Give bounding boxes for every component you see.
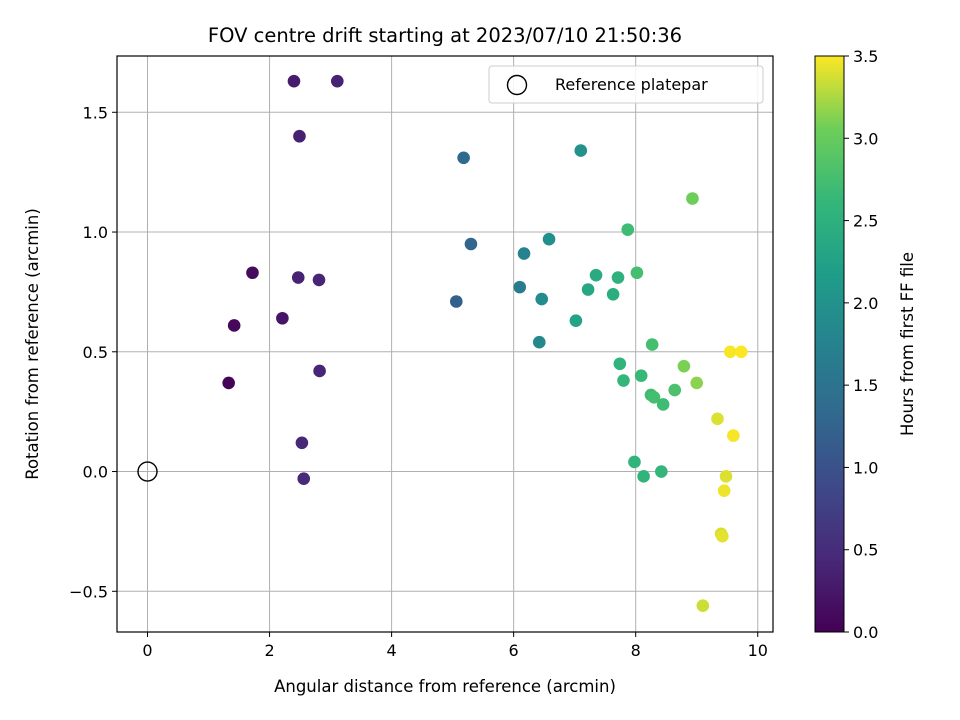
scatter-point [227, 319, 241, 332]
colorbar-ticks: 0.0 0.5 1.0 1.5 2.0 2.5 3.0 3.5 [844, 47, 878, 642]
scatter-point [645, 338, 659, 351]
scatter-point [696, 599, 710, 612]
scatter-point [628, 455, 641, 469]
x-tick-label: 0 [142, 641, 152, 660]
scatter-point [677, 359, 691, 373]
y-axis-label: Rotation from reference (arcmin) [23, 208, 42, 480]
scatter-point [668, 383, 682, 397]
reference-marker-layer [137, 461, 158, 482]
scatter-point [647, 390, 661, 404]
x-tick-label: 4 [387, 641, 397, 660]
scatter-point [464, 237, 478, 251]
scatter-point [312, 273, 326, 287]
scatter-point [611, 271, 625, 284]
colorbar: 0.0 0.5 1.0 1.5 2.0 2.5 3.0 3.5 Hours from firs… [814, 47, 917, 642]
y-tick-label: −0.5 [69, 582, 108, 601]
scatter-point [542, 232, 556, 246]
scatter-point [457, 151, 470, 165]
scatter-point [734, 345, 748, 359]
x-axis-label: Angular distance from reference (arcmin) [274, 677, 616, 696]
scatter-point [297, 472, 311, 486]
x-tick-label: 10 [748, 641, 768, 660]
scatter-point [449, 295, 463, 308]
chart-title: FOV centre drift starting at 2023/07/10 … [208, 24, 682, 47]
scatter-point [719, 470, 733, 483]
scatter-point [574, 144, 588, 157]
colorbar-tick-label: 2.0 [853, 294, 878, 313]
scatter-points [222, 74, 748, 612]
y-tick-label: 0.5 [83, 343, 108, 362]
scatter-point [686, 192, 699, 205]
scatter-point [313, 364, 326, 378]
scatter-point [291, 271, 305, 284]
colorbar-tick-label: 3.5 [853, 47, 878, 66]
x-axis-ticks: 0 2 4 6 8 10 [142, 632, 768, 660]
scatter-point [711, 412, 724, 426]
scatter-point [287, 74, 301, 88]
scatter-point [532, 335, 546, 349]
y-tick-label: 1.5 [83, 103, 108, 122]
scatter-point [246, 266, 259, 280]
scatter-point [589, 268, 603, 282]
scatter-point [617, 374, 630, 387]
scatter-point [727, 429, 740, 442]
reference-platepar-marker [137, 461, 158, 482]
colorbar-tick-label: 1.0 [853, 458, 878, 477]
legend-entry-label: Reference platepar [555, 75, 708, 94]
scatter-point [621, 223, 635, 236]
y-axis-ticks: −0.5 0.0 0.5 1.0 1.5 [69, 103, 117, 601]
scatter-point [581, 283, 595, 296]
scatter-point [606, 288, 620, 301]
scatter-point [517, 247, 531, 260]
scatter-point [222, 376, 235, 390]
scatter-point [655, 465, 668, 478]
scatter-point [330, 74, 344, 88]
scatter-point [716, 529, 729, 543]
y-tick-label: 1.0 [83, 223, 108, 242]
scatter-point [295, 436, 309, 450]
scatter-point [513, 280, 527, 294]
x-tick-label: 8 [631, 641, 641, 660]
colorbar-tick-label: 1.5 [853, 376, 878, 395]
scatter-point [637, 470, 650, 483]
scatter-point [690, 376, 704, 390]
scatter-point [569, 314, 583, 327]
colorbar-tick-label: 3.0 [853, 129, 878, 148]
colorbar-label: Hours from first FF file [898, 252, 917, 436]
plot-frame [116, 55, 774, 633]
scatter-point [613, 357, 627, 371]
x-tick-label: 6 [509, 641, 519, 660]
scatter-point [276, 311, 289, 325]
legend-reference-marker [506, 74, 528, 96]
colorbar-tick-label: 0.0 [853, 623, 878, 642]
colorbar-tick-label: 0.5 [853, 541, 878, 560]
colorbar-gradient [814, 55, 845, 633]
scatter-point [634, 369, 648, 383]
x-tick-label: 2 [264, 641, 274, 660]
scatter-point [656, 398, 670, 411]
y-tick-label: 0.0 [83, 463, 108, 482]
scatter-point [723, 345, 737, 359]
scatter-point [293, 129, 306, 143]
legend-box [488, 65, 764, 104]
scatter-point [535, 292, 549, 306]
scatter-point [717, 484, 731, 497]
scatter-point [630, 266, 644, 280]
colorbar-tick-label: 2.5 [853, 212, 878, 231]
grid [117, 56, 773, 632]
legend: Reference platepar [488, 65, 764, 104]
